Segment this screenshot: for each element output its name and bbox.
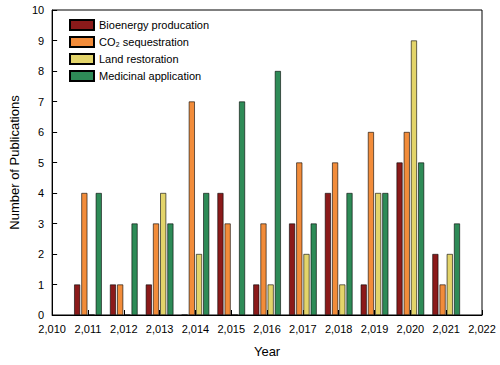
svg-text:3: 3 (38, 218, 44, 230)
svg-text:9: 9 (38, 35, 44, 47)
svg-text:2,019: 2,019 (361, 323, 389, 335)
svg-text:6: 6 (38, 126, 44, 138)
svg-text:5: 5 (38, 157, 44, 169)
svg-text:Year: Year (254, 344, 281, 359)
svg-text:2,014: 2,014 (182, 323, 210, 335)
svg-text:1: 1 (38, 279, 44, 291)
svg-text:2,012: 2,012 (110, 323, 138, 335)
svg-text:0: 0 (38, 309, 44, 321)
svg-text:2,022: 2,022 (468, 323, 496, 335)
svg-text:Land restoration: Land restoration (99, 53, 179, 65)
svg-text:2,013: 2,013 (146, 323, 174, 335)
svg-text:7: 7 (38, 96, 44, 108)
svg-text:2,011: 2,011 (75, 323, 102, 335)
svg-text:4: 4 (38, 187, 44, 199)
svg-text:2,017: 2,017 (289, 323, 317, 335)
svg-text:Medicinal application: Medicinal application (99, 70, 201, 82)
svg-text:2,010: 2,010 (38, 323, 66, 335)
svg-text:10: 10 (32, 4, 44, 16)
svg-text:2,016: 2,016 (253, 323, 281, 335)
svg-text:2,020: 2,020 (397, 323, 425, 335)
svg-text:Bioenergy producation: Bioenergy producation (99, 19, 209, 31)
svg-text:2,015: 2,015 (217, 323, 245, 335)
svg-text:2,018: 2,018 (325, 323, 353, 335)
svg-text:8: 8 (38, 65, 44, 77)
svg-text:Number of Publications: Number of Publications (7, 95, 22, 230)
svg-text:CO₂ sequestration: CO₂ sequestration (99, 36, 189, 48)
svg-text:2: 2 (38, 248, 44, 260)
svg-text:2,021: 2,021 (432, 323, 460, 335)
